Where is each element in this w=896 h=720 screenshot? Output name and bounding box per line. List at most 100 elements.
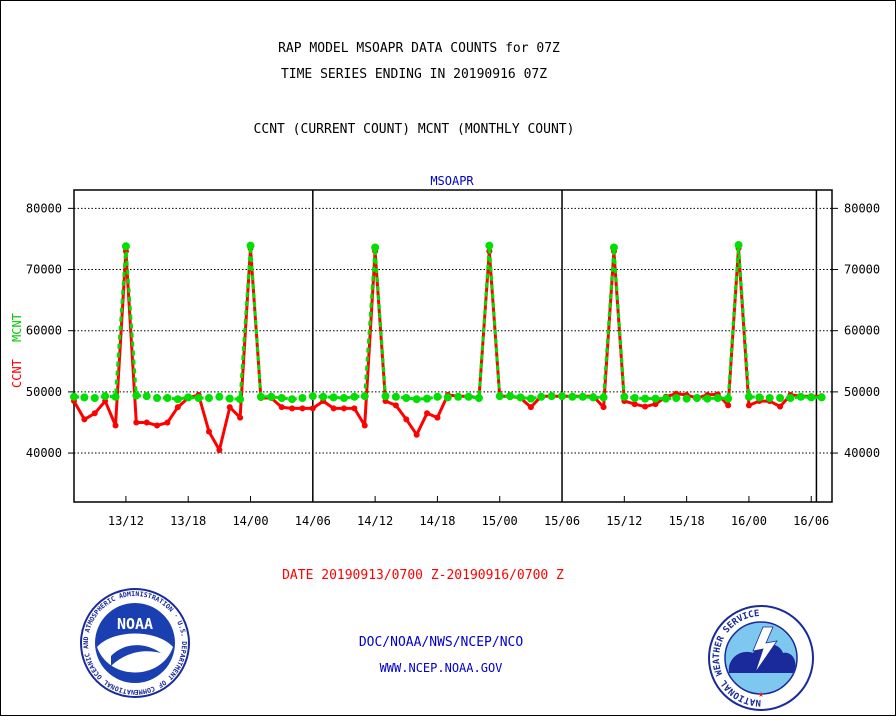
mcnt-point [277,394,286,402]
ccnt-point [642,403,649,410]
ccnt-point [299,405,306,412]
ccnt-point [174,404,181,411]
mcnt-point [495,392,504,401]
mcnt-point [381,392,390,401]
y-tick-label-right: 50000 [844,385,880,399]
chart-title-line1: RAP MODEL MSOAPR DATA COUNTS for 07Z [278,41,560,56]
mcnt-point [703,394,712,403]
ccnt-point [413,431,420,438]
x-tick-label: 14/12 [357,514,393,528]
x-tick-label: 16/06 [793,514,829,528]
ccnt-point [289,405,296,412]
mcnt-point [682,394,691,403]
ccnt-point [164,419,171,426]
ccnt-series-line [72,246,822,452]
mcnt-point [454,392,463,401]
ccnt-point [340,405,347,412]
mcnt-point [142,392,151,401]
ccnt-point [725,402,732,409]
mcnt-point [755,393,764,402]
mcnt-point [101,392,110,401]
mcnt-point [776,394,785,402]
mcnt-point [267,392,276,401]
mcnt-point [537,392,546,401]
mcnt-series-line [73,244,822,401]
mcnt-point [796,392,805,401]
y-tick-label-right: 40000 [844,446,880,460]
x-tick-label: 14/06 [295,514,331,528]
mcnt-point [568,392,577,401]
x-tick-label: 13/18 [170,514,206,528]
url-link[interactable]: WWW.NCEP.NOAA.GOV [380,661,503,675]
ccnt-point [403,416,410,423]
mcnt-point [111,392,120,401]
mcnt-point [246,241,255,250]
mcnt-point [132,391,141,400]
ccnt-point [237,414,244,421]
ccnt-point [81,416,88,423]
mcnt-point [215,392,224,401]
mcnt-point [817,393,826,402]
series-layer [70,241,826,453]
mcnt-point [547,392,556,401]
mcnt-point [474,394,483,402]
ccnt-point [361,422,368,429]
ccnt-point [133,419,140,426]
chart-subtitle: CCNT (CURRENT COUNT) MCNT (MONTHLY COUNT… [254,122,575,137]
date-range-label: DATE 20190913/0700 Z-20190916/0700 Z [282,568,564,583]
ccnt-point [600,404,607,411]
mcnt-point [744,392,753,401]
y-tick-label-right: 80000 [844,201,880,215]
x-tick-label: 15/00 [482,514,518,528]
mcnt-point [693,394,702,402]
mcnt-point [464,392,473,401]
noaa-logo-text: NOAA [117,615,153,633]
mcnt-point [173,395,182,404]
mcnt-point [194,394,203,402]
mcnt-point [236,395,245,404]
mcnt-point [319,392,328,401]
noaa-logo: NOAA NATIONAL OCEANIC AND ATMOSPHERIC AD… [0,0,190,698]
ccnt-point [424,410,431,417]
y-tick-label-left: 70000 [26,263,62,277]
mcnt-point [329,393,338,402]
noaa-ring-text: NATIONAL OCEANIC AND ATMOSPHERIC ADMINIS… [1,1,188,696]
y-tick-label-left: 50000 [26,385,62,399]
ccnt-point [527,404,534,411]
star-icon: ★ [758,689,764,700]
ccnt-point [631,401,638,408]
mcnt-point [443,393,452,402]
mcnt-point [672,394,681,402]
nws-logo: NATIONAL WEATHER SERVICE ★ [708,605,814,711]
mcnt-point [350,392,359,401]
mcnt-point [734,241,743,250]
y-axis-label-ccnt: CCNT [10,359,24,388]
y-tick-label-left: 80000 [26,201,62,215]
mcnt-point [298,394,307,402]
ccnt-point [154,422,161,429]
tick-layer: 40000 40000 50000 50000 60000 60000 70000 70000… [26,201,880,528]
ccnt-point [330,405,337,412]
mcnt-point [526,394,535,403]
ccnt-point [652,401,659,408]
x-tick-label: 13/12 [108,514,144,528]
y-tick-label-right: 60000 [844,324,880,338]
mcnt-point [288,395,297,404]
mcnt-point [423,394,432,403]
ccnt-point [226,404,233,411]
mcnt-point [256,392,265,401]
mcnt-point [339,394,348,402]
ccnt-point [434,414,441,421]
y-axis-label-mcnt: MCNT [10,313,24,342]
mcnt-point [163,394,172,402]
grid-layer [74,190,832,502]
ccnt-point [205,428,212,435]
mcnt-point [661,394,670,403]
ccnt-point [278,404,285,411]
x-tick-label: 15/12 [606,514,642,528]
x-tick-label: 15/18 [669,514,705,528]
mcnt-point [402,394,411,402]
x-tick-label: 14/18 [419,514,455,528]
